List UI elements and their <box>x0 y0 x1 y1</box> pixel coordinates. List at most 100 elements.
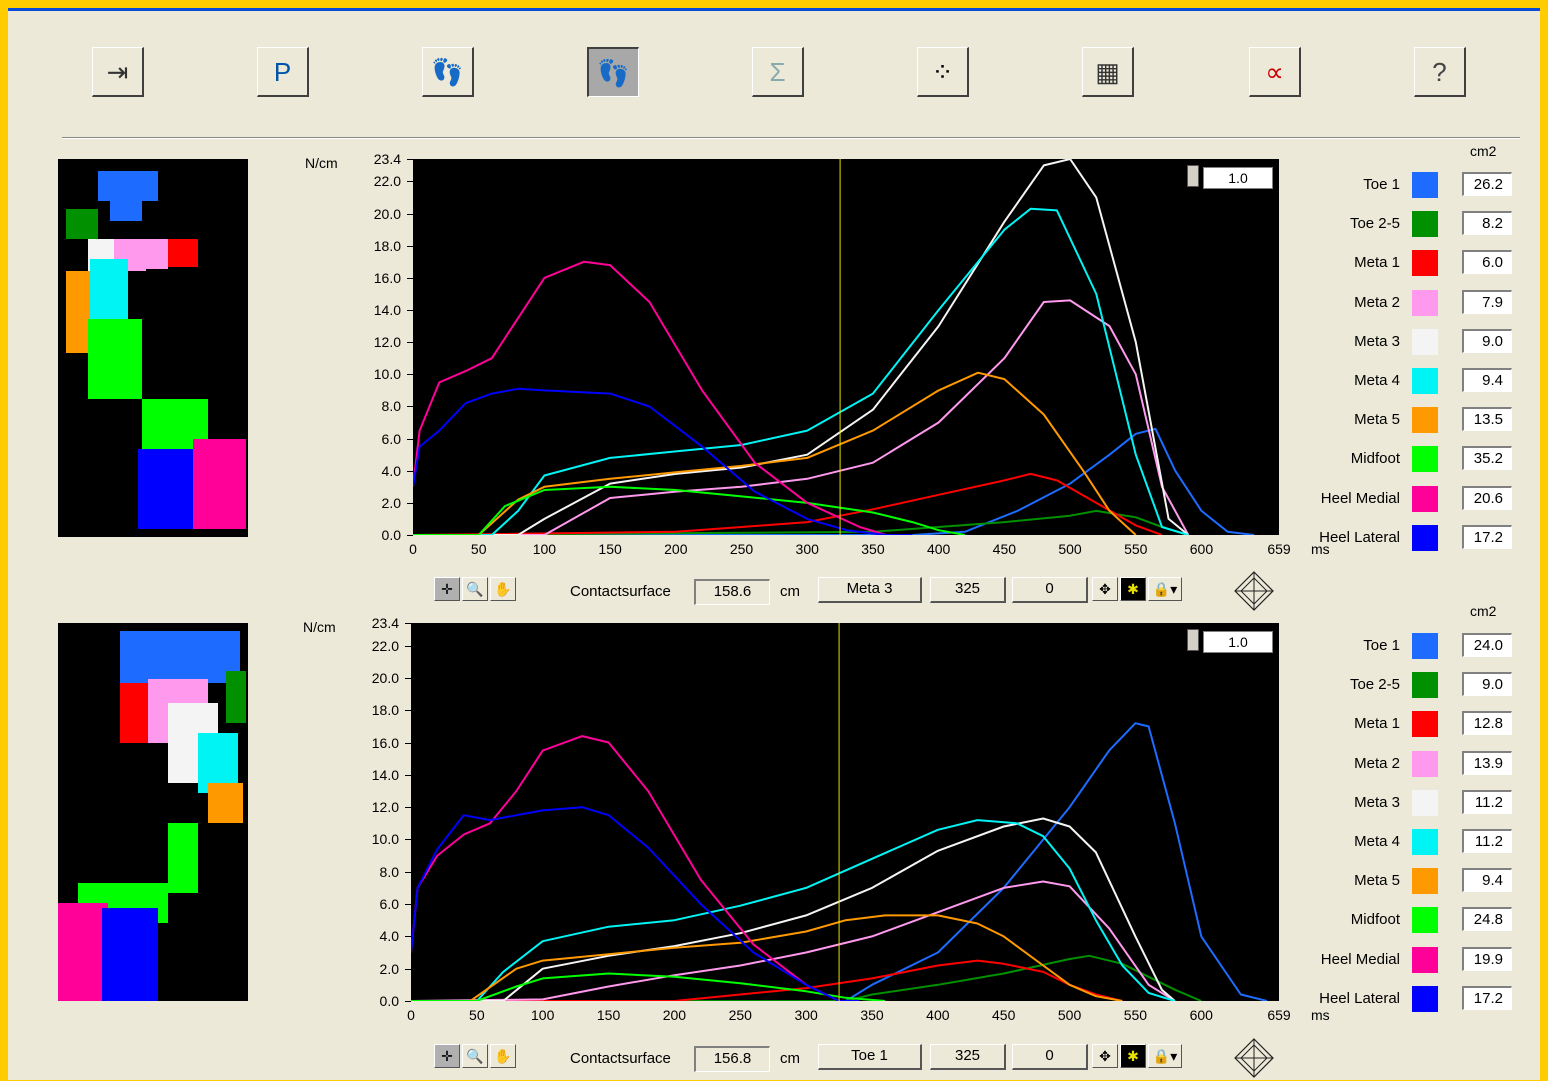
x-tick-label: 250 <box>728 1007 752 1023</box>
legend-swatch <box>1412 633 1438 659</box>
y-tick-label: 14.0 <box>373 302 401 319</box>
x-tick-label: 550 <box>1124 541 1148 557</box>
foot-region-9 <box>58 903 108 1001</box>
cursor-style-button[interactable]: ✱ <box>1120 577 1146 601</box>
zoom-tool-button[interactable]: 🔍 <box>462 1044 488 1068</box>
crosshair-tool-button[interactable]: ✛ <box>434 577 460 601</box>
y-tick-label: 22.0 <box>371 637 399 654</box>
y-tick-label: 0.0 <box>381 527 401 543</box>
cursor-time-field[interactable]: 325 <box>930 1044 1006 1070</box>
curve-button[interactable]: ∝ <box>1249 47 1301 97</box>
y-tick-label: 6.0 <box>381 430 401 447</box>
help-button[interactable]: ? <box>1414 47 1466 97</box>
y-tick-label: 18.0 <box>373 237 401 254</box>
y-tick-mark <box>405 710 411 712</box>
navigation-diamond[interactable] <box>1234 1038 1274 1078</box>
x-tick-label: 500 <box>1057 1007 1082 1023</box>
legend-label: Toe 1 <box>1363 176 1400 193</box>
foot-region-8 <box>90 259 128 319</box>
legend-label: Toe 1 <box>1363 637 1400 654</box>
y-tick-mark <box>407 181 413 183</box>
zoom-spinner-2[interactable] <box>1187 629 1199 651</box>
cursor-time-field[interactable]: 325 <box>930 577 1006 603</box>
table-icon: ▦ <box>1095 56 1120 87</box>
zoom-tool-button[interactable]: 🔍 <box>462 577 488 601</box>
legend-swatch <box>1412 211 1438 238</box>
exit-button[interactable]: ⇥ <box>92 47 144 97</box>
series-line-meta-4 <box>413 207 1189 536</box>
y-tick-label: 14.0 <box>371 766 399 783</box>
cursor-style-button[interactable]: ✱ <box>1120 1044 1146 1068</box>
move-cursor-button[interactable]: ✥ <box>1092 577 1118 601</box>
legend-label: Heel Lateral <box>1319 528 1400 546</box>
y-tick-label: 0.0 <box>379 993 399 1009</box>
region-area-value: 17.2 <box>1462 524 1512 549</box>
y-unit-label-2: N/cm <box>303 619 336 635</box>
cursor-value-field[interactable]: 0 <box>1012 1044 1088 1070</box>
x-tick-label: 200 <box>664 541 688 557</box>
move-cursor-button[interactable]: ✥ <box>1092 1044 1118 1068</box>
crosshair-tool-button[interactable]: ✛ <box>434 1044 460 1068</box>
contact-surface-unit: cm <box>780 1050 800 1067</box>
x-tick-label: 50 <box>469 1007 485 1023</box>
cursor-value-field[interactable]: 0 <box>1012 577 1088 603</box>
legend-label: Meta 4 <box>1354 372 1400 389</box>
legend-swatch <box>1412 250 1438 277</box>
legend-swatch <box>1412 407 1438 434</box>
x-tick-label: 150 <box>596 1007 621 1023</box>
foot-region-7 <box>168 823 198 893</box>
zoom-field-1[interactable]: 1.0 <box>1203 167 1273 189</box>
lock-dropdown-button[interactable]: 🔒▾ <box>1148 577 1182 601</box>
y-tick-mark <box>405 904 411 906</box>
y-tick-mark <box>407 277 413 279</box>
region-area-value: 35.2 <box>1462 446 1512 471</box>
zoom-field-2[interactable]: 1.0 <box>1203 631 1273 653</box>
sum-button[interactable]: Σ <box>752 47 804 97</box>
cursor-marker-icon: ✱ <box>1127 1048 1139 1064</box>
region-area-value: 9.4 <box>1462 868 1512 893</box>
foot-region-1 <box>110 201 142 221</box>
y-tick-label: 16.0 <box>373 269 401 286</box>
series-line-meta-4 <box>411 819 1176 1002</box>
table-button[interactable]: ▦ <box>1082 47 1134 97</box>
y-tick-mark <box>405 623 411 624</box>
foot-regions-button[interactable]: 👣 <box>422 47 474 97</box>
series-line-meta-2 <box>413 299 1190 536</box>
contact-surface-unit: cm <box>780 583 800 600</box>
legend-label: Meta 4 <box>1354 833 1400 850</box>
lock-dropdown-button[interactable]: 🔒▾ <box>1148 1044 1182 1068</box>
zoom-spinner-1[interactable] <box>1187 165 1199 187</box>
sensor-grid-button[interactable]: ⁘ <box>917 47 969 97</box>
series-line-meta-1 <box>411 959 1123 1002</box>
move-icon: ✥ <box>1099 581 1111 597</box>
series-line-meta-5 <box>413 371 1137 536</box>
y-tick-mark <box>407 438 413 440</box>
series-line-heel-lateral <box>412 387 913 536</box>
series-line-toe-1 <box>411 722 1268 1002</box>
x-tick-label: 600 <box>1189 541 1214 557</box>
y-tick-label: 2.0 <box>379 960 399 977</box>
x-tick-label: 300 <box>794 1007 818 1023</box>
pressure-chart-2[interactable] <box>410 623 1279 1002</box>
y-tick-mark <box>407 159 413 160</box>
x-tick-label: 350 <box>861 541 885 557</box>
x-tick-label: 450 <box>992 1007 1016 1023</box>
x-tick-label: 400 <box>926 541 951 557</box>
region-area-value: 13.9 <box>1462 750 1512 775</box>
foot-region-12 <box>193 439 246 529</box>
foot-view-button[interactable]: 👣 <box>587 47 639 97</box>
contact-surface-label: Contactsurface <box>570 1050 671 1067</box>
pressure-chart-1[interactable] <box>412 158 1279 536</box>
pan-tool-button[interactable]: ✋ <box>490 577 516 601</box>
region-area-value: 13.5 <box>1462 407 1512 432</box>
selected-region-field[interactable]: Meta 3 <box>818 577 922 603</box>
foot-region-10 <box>102 908 158 1001</box>
contact-surface-label: Contactsurface <box>570 583 671 600</box>
y-tick-mark <box>407 535 413 536</box>
crosshair-icon: ✛ <box>441 581 453 597</box>
x-unit-label-1: ms <box>1311 541 1330 557</box>
p-button[interactable]: P <box>257 47 309 97</box>
navigation-diamond[interactable] <box>1234 571 1274 611</box>
pan-tool-button[interactable]: ✋ <box>490 1044 516 1068</box>
selected-region-field[interactable]: Toe 1 <box>818 1044 922 1070</box>
